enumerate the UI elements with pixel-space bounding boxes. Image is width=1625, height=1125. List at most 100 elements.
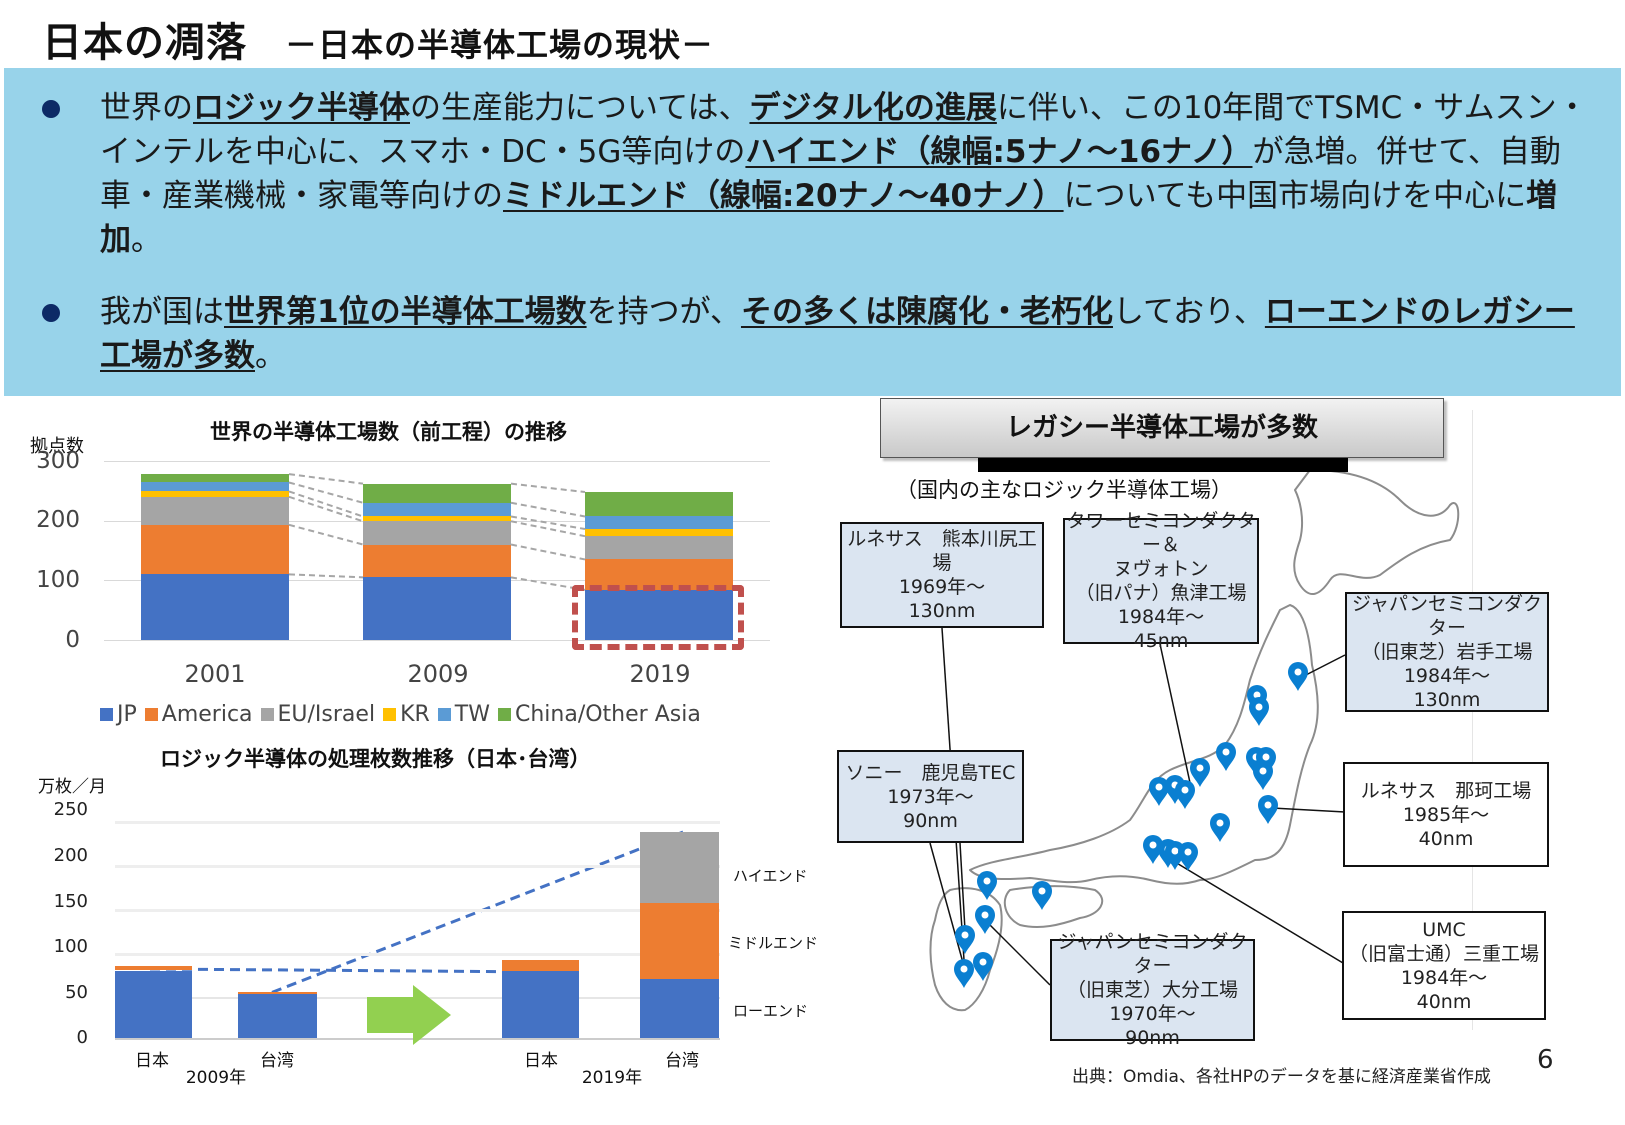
jp-2019-highlight <box>572 585 744 650</box>
emphasis-text: その多くは陳腐化・老朽化 <box>740 294 1113 330</box>
text-span: が急増。併せて、自動車・産業機械・家電等向けの <box>100 134 1561 214</box>
map-pin-icon <box>1247 685 1267 714</box>
emphasis-text: ローエンドのレガシー工場が多数 <box>100 294 1575 374</box>
text-span: 我が国は <box>100 294 224 330</box>
bar-segment-KR <box>363 516 511 522</box>
map-pin-icon <box>1253 761 1273 790</box>
fab-node: 45nm <box>1133 630 1189 652</box>
bar-segment-America <box>363 544 511 578</box>
source-note: 出典：Omdia、各社HPのデータを基に経済産業省作成 <box>1072 1067 1491 1087</box>
bar-segment-JP <box>585 589 733 640</box>
legend-america: America <box>144 702 253 727</box>
text-span: に伴い、この10年間でTSMC・サムスン・インテルを中心に、スマホ・DC・5G等… <box>100 90 1588 170</box>
gridline <box>115 821 720 824</box>
map-pin-icon <box>1149 777 1169 806</box>
y-tick: 0 <box>65 627 80 653</box>
x-category: 2009 <box>407 660 469 688</box>
text-span: 。 <box>131 222 162 258</box>
fab-callout-kagoshima: ソニー 鹿児島TEC 1973年～ 90nm <box>837 750 1024 843</box>
legend-china: China/Other Asia <box>497 702 701 727</box>
map-pin-icon <box>1256 747 1276 776</box>
y-tick: 200 <box>36 507 80 533</box>
map-pin-icon <box>1190 758 1210 787</box>
fab-year: 1973年～ <box>887 785 974 808</box>
map-pin-icon <box>1165 775 1185 804</box>
bar-segment-JP <box>141 574 289 640</box>
fab-year: 1969年～ <box>898 576 986 598</box>
fab-name-line: ジャパンセミコンダクター <box>1351 593 1542 639</box>
bar-segment-ミドルエンド <box>115 965 192 971</box>
text-span: 。 <box>255 338 286 374</box>
gridline <box>115 865 720 868</box>
map-pin-icon <box>1288 662 1308 691</box>
fab-node: 130nm <box>1413 689 1481 711</box>
emphasis-text: 世界第1位の半導体工場数 <box>224 294 587 330</box>
y-tick: 300 <box>36 448 80 474</box>
fab-callout-kumamoto: ルネサス 熊本川尻工場 1969年～ 130nm <box>840 522 1044 628</box>
chart2-ylabel: 万枚／月 <box>38 777 106 797</box>
page-number: 6 <box>1537 1045 1554 1075</box>
bar-segment-ミドルエンド <box>640 903 719 979</box>
legend-swatch-icon <box>497 708 511 721</box>
year-label: 2009年 <box>185 1068 247 1088</box>
fab-name-line: ヌヴォトン <box>1113 558 1209 580</box>
map-pin-icon <box>1258 795 1278 824</box>
chart2-title: ロジック半導体の処理枚数推移（日本･台湾） <box>160 747 591 771</box>
legend-label: TW <box>454 702 490 727</box>
y-tick: 100 <box>53 936 88 957</box>
fab-name: ルネサス 那珂工場 <box>1360 779 1532 802</box>
legend-tw: TW <box>437 702 490 727</box>
bar-segment-EU/Israel <box>585 536 733 560</box>
fab-name-line: ジャパンセミコンダクター <box>1057 931 1248 977</box>
fab-node: 90nm <box>1125 1027 1180 1049</box>
fab-name-line: タワーセミコンダクター＆ <box>1066 510 1256 556</box>
gridline <box>115 953 720 956</box>
map-pin-icon <box>1246 747 1266 776</box>
segment-label-middle: ミドルエンド <box>728 934 819 952</box>
emphasis-text: デジタル化の進展 <box>749 90 997 126</box>
chart1-ylabel: 拠点数 <box>30 436 84 457</box>
fab-name-line: （旧東芝）岩手工場 <box>1361 641 1533 663</box>
heading-underbar <box>978 458 1348 472</box>
fab-callout-oita: ジャパンセミコンダクター （旧東芝）大分工場 1970年～ 90nm <box>1050 931 1255 1049</box>
legacy-subheading: （国内の主なロジック半導体工場） <box>896 478 1232 502</box>
bar-segment-TW <box>363 502 511 517</box>
emphasis-text: 増加 <box>100 178 1558 258</box>
bar-segment-China/Other Asia <box>363 483 511 503</box>
fab-year: 1985年～ <box>1402 803 1490 826</box>
text-span: しており、 <box>1112 294 1265 330</box>
bullet-dot-icon <box>42 304 60 322</box>
map-pin-icon <box>975 905 995 934</box>
legend-kr: KR <box>383 702 430 727</box>
y-tick: 200 <box>53 845 88 866</box>
map-pin-icon <box>955 925 975 954</box>
legend-eu: EU/Israel <box>260 702 376 727</box>
y-tick: 50 <box>65 982 88 1003</box>
divider <box>1472 410 1473 1030</box>
y-tick: 250 <box>53 799 88 820</box>
bullet-2-text: 我が国は世界第1位の半導体工場数を持つが、その多くは陳腐化・老朽化しており、ロー… <box>100 290 1602 378</box>
fab-year: 1984年～ <box>1117 606 1205 628</box>
page-title: 日本の凋落 －日本の半導体工場の現状－ <box>42 10 714 68</box>
fab-name: ルネサス 熊本川尻工場 <box>847 528 1037 574</box>
emphasis-text: ミドルエンド（線幅:20ナノ～40ナノ） <box>503 178 1064 214</box>
legend-label: EU/Israel <box>277 702 376 727</box>
map-pin-icon <box>954 959 974 988</box>
summary-banner: 世界のロジック半導体の生産能力については、デジタル化の進展に伴い、この10年間で… <box>4 68 1621 396</box>
bullet-1: 世界のロジック半導体の生産能力については、デジタル化の進展に伴い、この10年間で… <box>42 86 1602 262</box>
bar-segment-JP <box>363 577 511 640</box>
x-category: 台湾 <box>260 1051 294 1071</box>
fab-year: 1970年～ <box>1109 1003 1196 1025</box>
text-span: の生産能力については、 <box>410 90 750 126</box>
y-tick: 100 <box>36 567 80 593</box>
x-category: 2001 <box>184 660 246 688</box>
bullet-dot-icon <box>42 100 60 118</box>
bar-segment-ハイエンド <box>640 831 719 903</box>
map-pin-icon <box>1032 881 1052 910</box>
legend-label: China/Other Asia <box>514 702 701 727</box>
fab-callout-naka: ルネサス 那珂工場 1985年～ 40nm <box>1343 762 1549 867</box>
fab-name-line: （旧東芝）大分工場 <box>1066 979 1238 1001</box>
bar-segment-KR <box>141 491 289 497</box>
bullet-1-text: 世界のロジック半導体の生産能力については、デジタル化の進展に伴い、この10年間で… <box>100 86 1602 262</box>
bar-segment-ローエンド <box>640 978 719 1038</box>
